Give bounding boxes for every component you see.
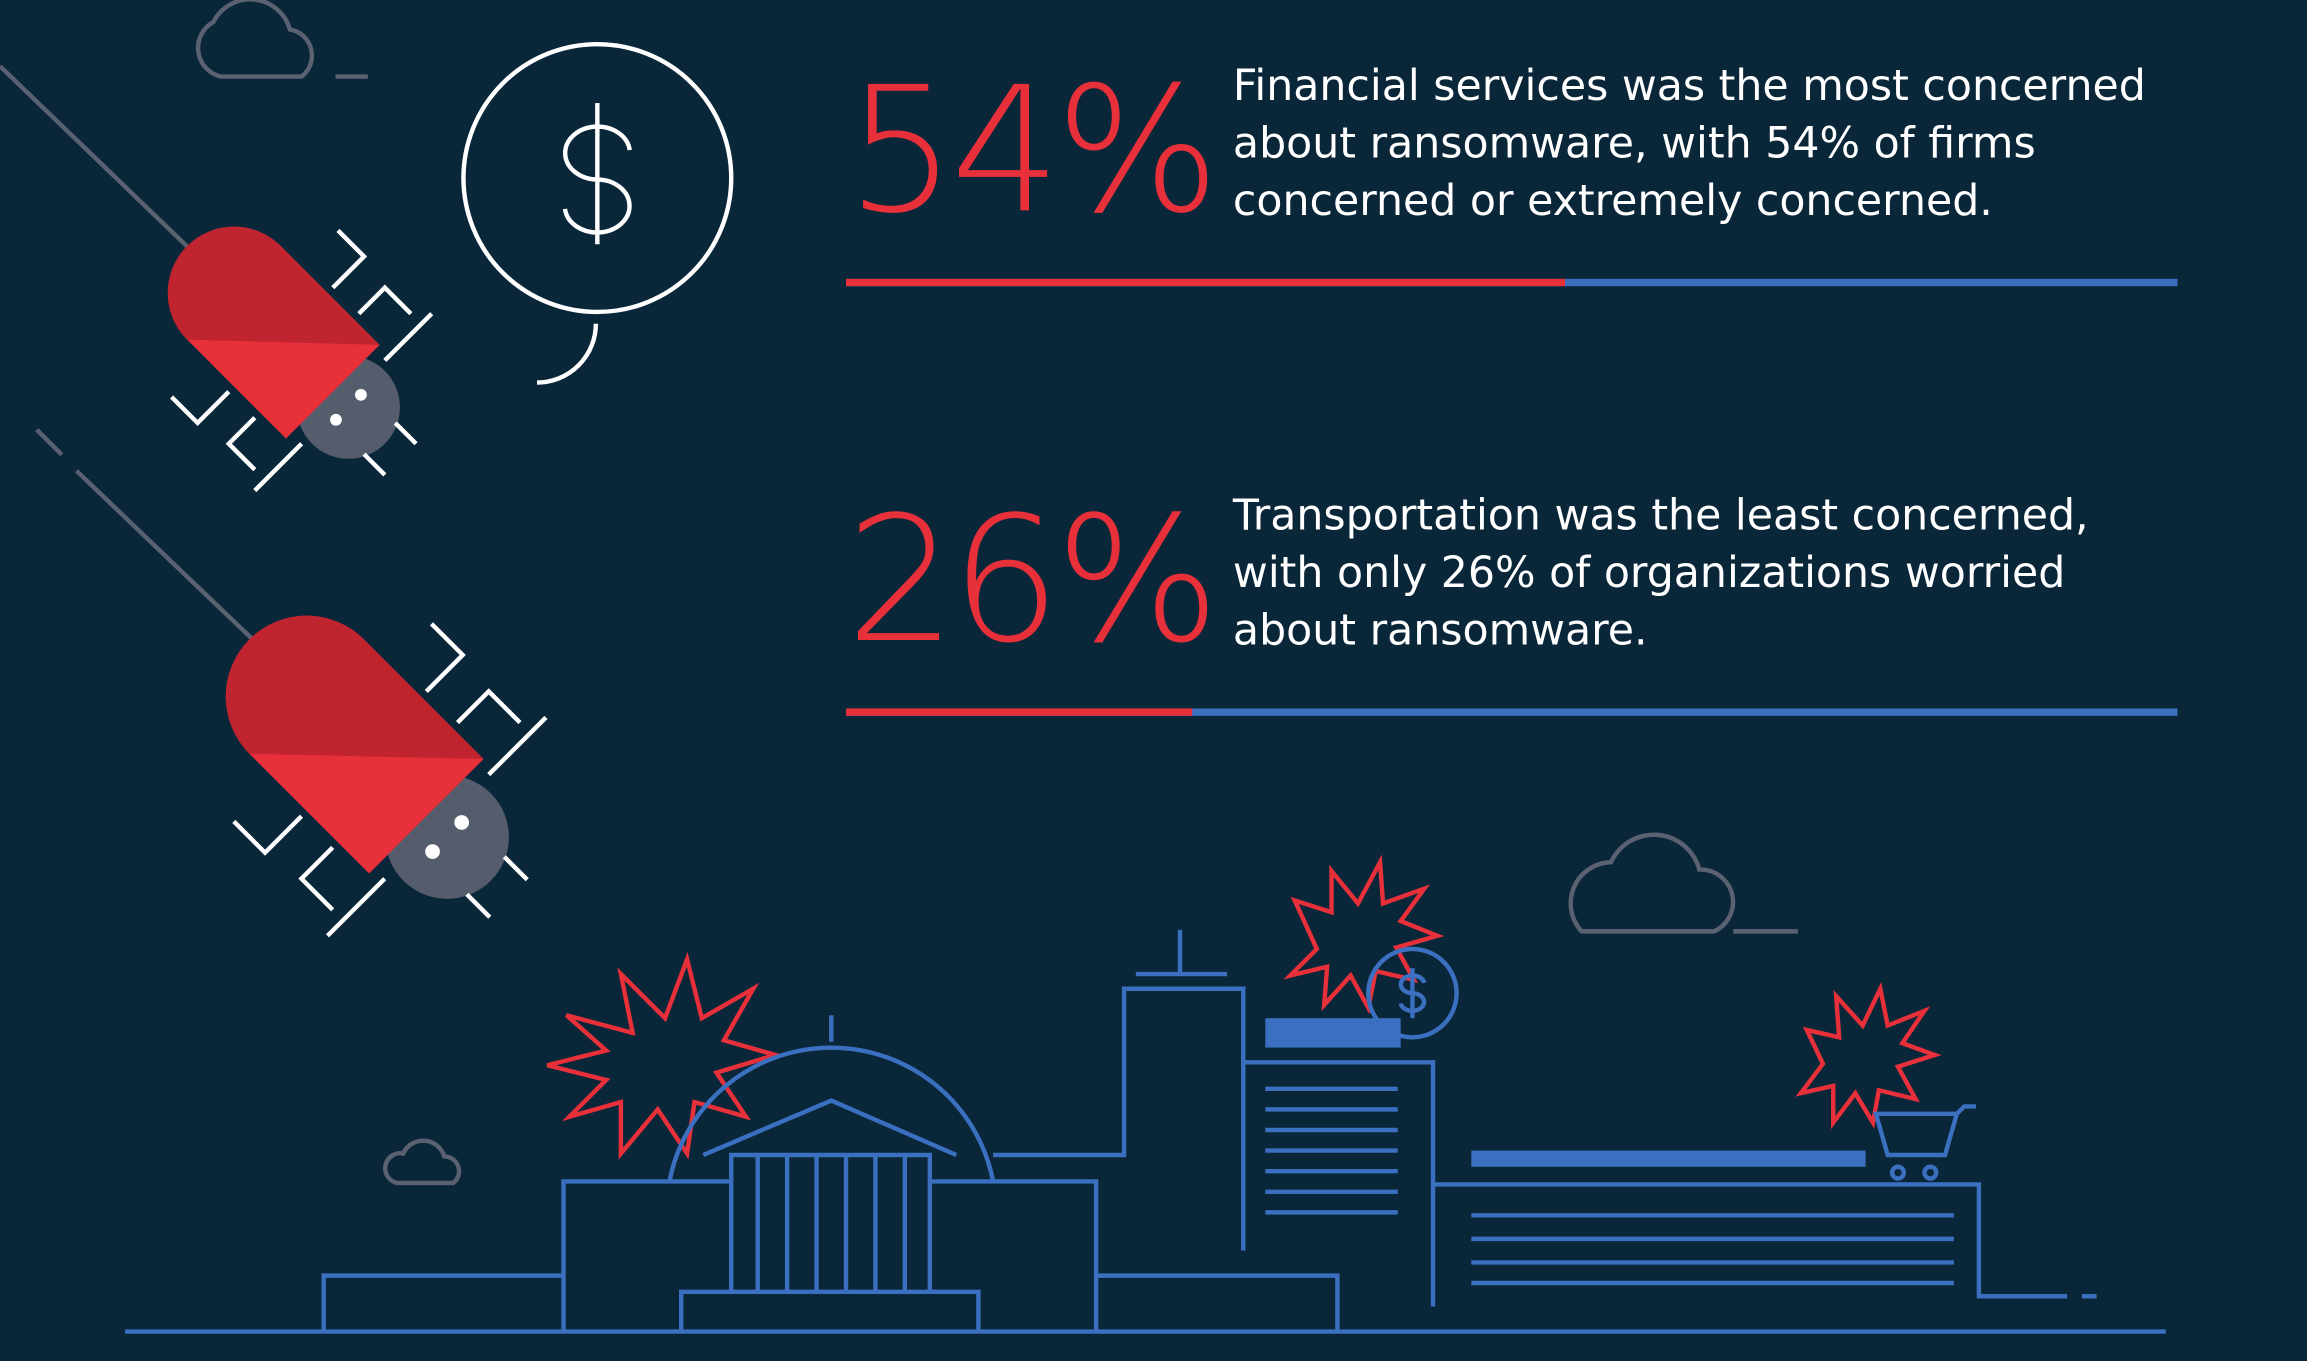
bar [845,278,1566,287]
description-line: Financial services was the most concerne… [1233,61,2146,111]
description-line: with only 26% of organizations worried [1233,548,2065,598]
description-line: about ransomware, with 54% of firms [1233,118,2036,168]
description-line: about ransomware. [1233,605,1648,655]
bar-track [845,708,2178,716]
bar [845,708,1193,716]
stat-value: 54% [846,49,1214,251]
description-line: concerned or extremely concerned. [1233,176,1993,226]
illustration [0,0,2166,1334]
stat-value: 26% [846,479,1214,681]
description-line: Transportation was the least concerned, [1232,491,2089,541]
